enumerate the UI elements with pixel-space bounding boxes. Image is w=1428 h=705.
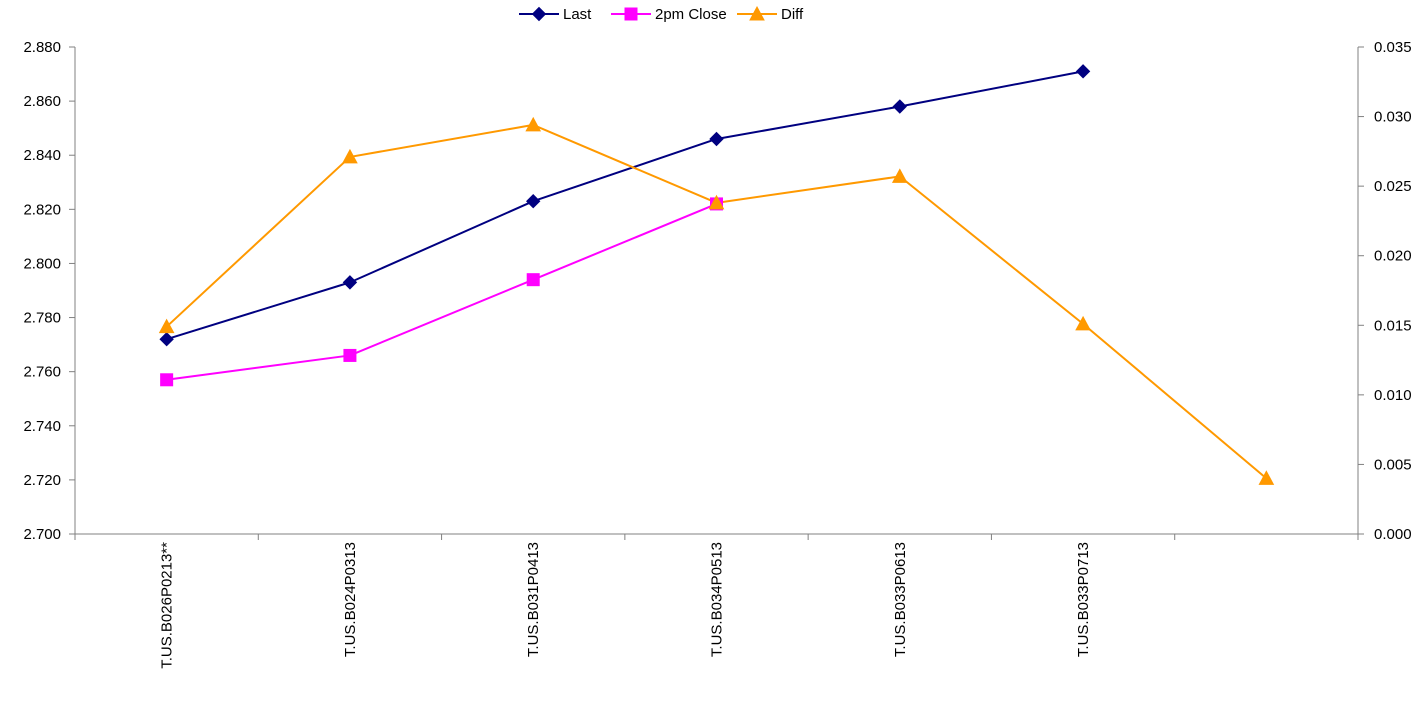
x-category-label: T.US.B034P0513 xyxy=(709,542,726,657)
legend-label-1: 2pm Close xyxy=(655,6,727,23)
y-right-tick-label: 0.035 xyxy=(1374,39,1412,56)
series-line-1 xyxy=(167,204,717,380)
y-right-tick-label: 0.005 xyxy=(1374,456,1412,473)
series-point-0 xyxy=(343,276,356,289)
y-right-tick-label: 0.020 xyxy=(1374,248,1412,265)
markers-layer xyxy=(160,65,1274,484)
series-line-0 xyxy=(167,71,1083,339)
y-left-tick-label: 2.780 xyxy=(23,310,61,327)
y-left-tick-label: 2.820 xyxy=(23,201,61,218)
legend-label-0: Last xyxy=(563,6,592,23)
y-left-tick-label: 2.800 xyxy=(23,255,61,272)
y-left-tick-label: 2.840 xyxy=(23,147,61,164)
series-line-2 xyxy=(167,125,1267,478)
x-category-label: T.US.B024P0313 xyxy=(342,542,359,657)
series-point-0 xyxy=(893,100,906,113)
series-point-0 xyxy=(160,333,173,346)
x-category-label: T.US.B026P0213** xyxy=(159,542,176,669)
y-left-tick-label: 2.700 xyxy=(23,526,61,543)
series-point-0 xyxy=(527,195,540,208)
y-left-tick-label: 2.860 xyxy=(23,93,61,110)
y-left-tick-label: 2.760 xyxy=(23,364,61,381)
x-category-label: T.US.B033P0613 xyxy=(892,542,909,657)
y-left-tick-label: 2.880 xyxy=(23,39,61,56)
series-point-1 xyxy=(527,274,539,286)
x-category-label: T.US.B033P0713 xyxy=(1075,542,1092,657)
series-point-1 xyxy=(161,374,173,386)
y-right-tick-label: 0.000 xyxy=(1374,526,1412,543)
y-left-tick-label: 2.740 xyxy=(23,418,61,435)
series-point-2 xyxy=(526,118,540,131)
y-right-tick-label: 0.015 xyxy=(1374,317,1412,334)
legend: Last 2pm Close Diff xyxy=(519,6,804,23)
legend-marker-0 xyxy=(533,8,546,21)
x-category-label: T.US.B031P0413 xyxy=(525,542,542,657)
y-left-tick-label: 2.720 xyxy=(23,472,61,489)
y-right-tick-label: 0.030 xyxy=(1374,109,1412,126)
series-point-0 xyxy=(710,132,723,145)
y-right-tick-label: 0.025 xyxy=(1374,178,1412,195)
legend-marker-1 xyxy=(625,8,637,20)
legend-label-2: Diff xyxy=(781,6,804,23)
y-right-tick-label: 0.010 xyxy=(1374,387,1412,404)
series-point-1 xyxy=(344,349,356,361)
series-point-0 xyxy=(1077,65,1090,78)
series-point-2 xyxy=(893,169,907,182)
